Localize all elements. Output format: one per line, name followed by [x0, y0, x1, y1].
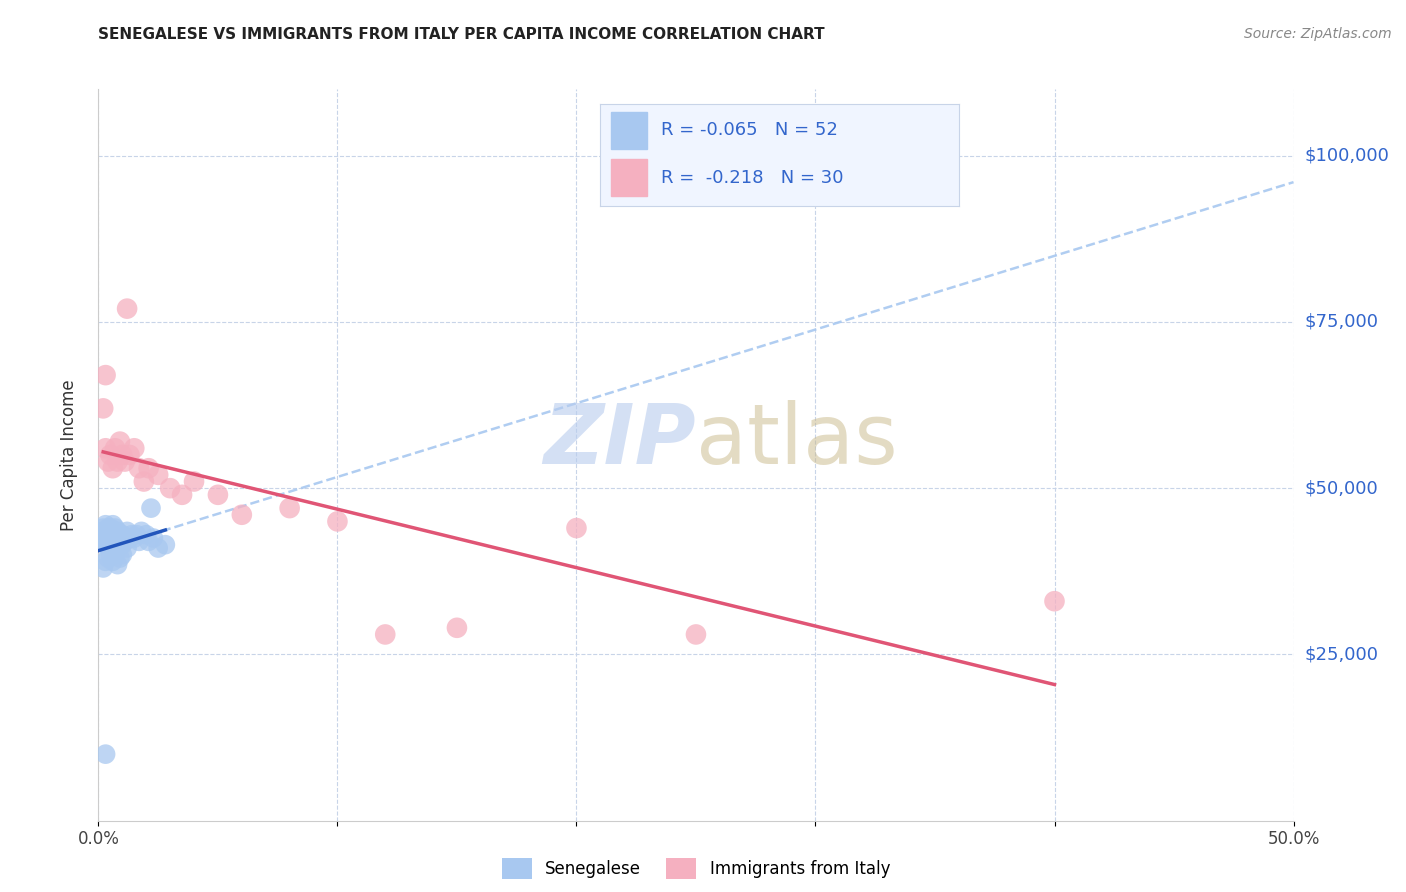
Point [107, 454, 129, 468]
Point [148, 541, 170, 555]
Text: ZIP: ZIP [543, 400, 696, 481]
Point [91, 521, 114, 535]
Point [91, 531, 114, 545]
Point [91, 524, 114, 539]
Point [98, 531, 122, 545]
Y-axis label: Per Capita Income: Per Capita Income [59, 379, 77, 531]
Point [97, 551, 120, 566]
Point [111, 538, 134, 552]
Point [108, 551, 131, 566]
Point [125, 527, 148, 541]
Point [111, 548, 134, 562]
Point [231, 508, 253, 522]
Point [97, 521, 120, 535]
Point [138, 461, 160, 475]
Point [98, 521, 122, 535]
Point [104, 521, 127, 535]
Point [101, 524, 124, 539]
Point [91, 401, 114, 416]
Point [91, 561, 114, 575]
Point [104, 527, 127, 541]
Point [101, 554, 124, 568]
Point [1043, 594, 1066, 608]
Point [94, 442, 117, 456]
Point [111, 527, 134, 541]
Point [132, 475, 155, 489]
Point [101, 517, 124, 532]
Text: atlas: atlas [696, 400, 897, 481]
Point [90, 527, 112, 541]
Point [128, 534, 150, 549]
Point [115, 524, 138, 539]
Point [183, 475, 205, 489]
Point [159, 481, 181, 495]
Point [108, 527, 131, 541]
Text: $75,000: $75,000 [1305, 313, 1379, 331]
Point [101, 534, 124, 549]
Point [278, 501, 301, 516]
Point [142, 531, 165, 545]
Point [94, 527, 117, 541]
Point [135, 527, 157, 541]
Point [115, 541, 138, 555]
Point [131, 524, 153, 539]
Point [118, 531, 141, 545]
Point [114, 454, 136, 468]
Point [94, 368, 117, 383]
Point [115, 301, 138, 316]
Point [94, 747, 117, 761]
Point [565, 521, 588, 535]
Point [685, 627, 707, 641]
Text: $25,000: $25,000 [1305, 646, 1379, 664]
Point [94, 554, 117, 568]
Point [107, 541, 129, 555]
Text: $100,000: $100,000 [1305, 146, 1389, 165]
Text: $50,000: $50,000 [1305, 479, 1378, 497]
Point [326, 515, 349, 529]
Point [90, 534, 112, 549]
Point [97, 524, 120, 539]
Point [107, 558, 129, 572]
Point [107, 531, 129, 545]
Point [118, 448, 141, 462]
Point [94, 538, 117, 552]
Point [148, 467, 170, 482]
Point [101, 461, 124, 475]
Text: SENEGALESE VS IMMIGRANTS FROM ITALY PER CAPITA INCOME CORRELATION CHART: SENEGALESE VS IMMIGRANTS FROM ITALY PER … [98, 27, 825, 42]
Point [128, 461, 150, 475]
Point [97, 531, 120, 545]
Point [124, 531, 146, 545]
Text: Source: ZipAtlas.com: Source: ZipAtlas.com [1244, 27, 1392, 41]
Point [138, 534, 160, 549]
Point [98, 527, 122, 541]
Point [172, 488, 194, 502]
Point [114, 534, 136, 549]
Point [121, 527, 143, 541]
Point [104, 548, 127, 562]
Point [155, 538, 177, 552]
Point [98, 548, 122, 562]
Point [94, 517, 117, 532]
Point [108, 434, 131, 449]
Point [139, 501, 162, 516]
Point [108, 531, 131, 545]
Point [98, 448, 122, 462]
Point [94, 534, 117, 549]
Point [207, 488, 229, 502]
Point [104, 442, 127, 456]
Point [446, 621, 468, 635]
Point [107, 524, 129, 539]
Point [111, 448, 134, 462]
Legend: Senegalese, Immigrants from Italy: Senegalese, Immigrants from Italy [495, 852, 897, 886]
Point [124, 442, 146, 456]
Point [97, 454, 120, 468]
Point [374, 627, 396, 641]
